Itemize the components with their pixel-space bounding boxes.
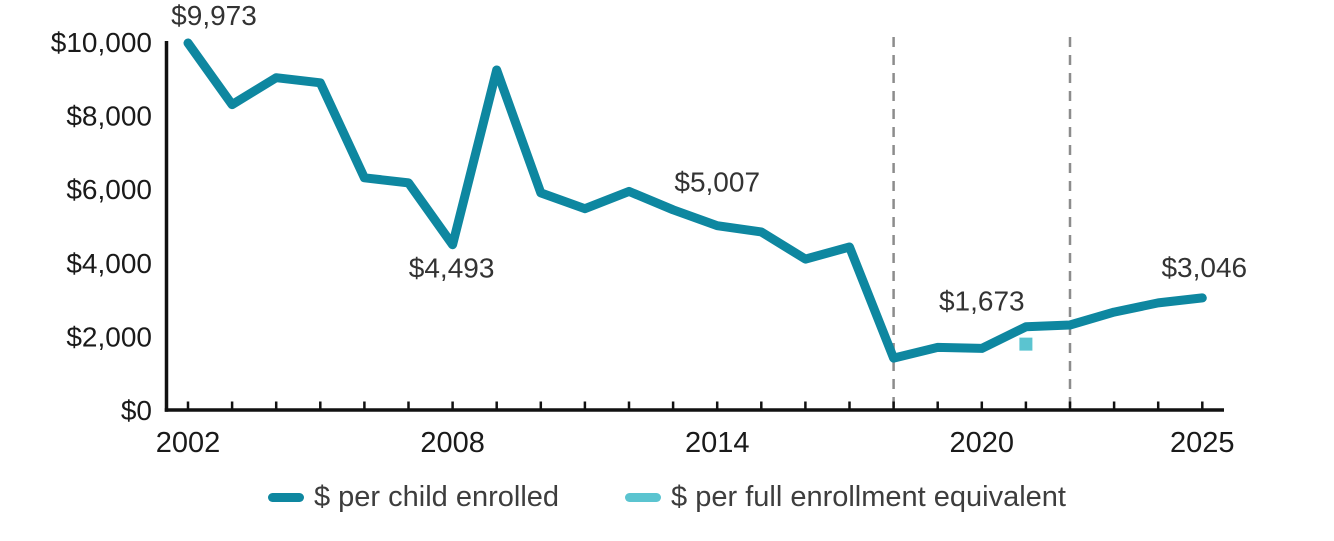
y-tick-label-8000: $8,000 (66, 101, 152, 132)
data-label-2008: $4,493 (409, 253, 495, 284)
y-tick-label-6000: $6,000 (66, 174, 152, 205)
legend-label-per-child-enrolled: $ per child enrolled (313, 481, 560, 513)
chart-canvas: 2002 2008 2014 2020 2025 $0 $2,000 $4,000 $6,000… (51, 0, 1247, 459)
series-line-per-child-enrolled (183, 38, 1207, 363)
data-label-2025: $3,046 (1161, 252, 1247, 283)
marker-full-enrollment-equivalent-2021 (1019, 337, 1033, 351)
x-tick-label-2020: 2020 (950, 427, 1015, 459)
y-tick-label-0: $0 (121, 395, 152, 426)
x-tick-label-2014: 2014 (685, 427, 750, 459)
x-tick-label-2025: 2025 (1170, 427, 1235, 459)
x-tick-label-2008: 2008 (420, 427, 485, 459)
legend-swatch-full-enrollment-equivalent (625, 493, 662, 502)
data-label-2014: $5,007 (674, 167, 760, 198)
data-label-2020: $1,673 (939, 285, 1025, 316)
legend-item-full-enrollment-equivalent: $ per full enrollment equivalent (625, 481, 1066, 514)
legend-label-full-enrollment-equivalent: $ per full enrollment equivalent (671, 481, 1066, 513)
legend: $ per child enrolled $ per full enrollme… (0, 481, 1334, 514)
legend-item-per-child-enrolled: $ per child enrolled (267, 481, 560, 514)
y-tick-label-10000: $10,000 (51, 27, 152, 58)
x-tick-label-2002: 2002 (156, 427, 221, 459)
data-label-2002: $9,973 (171, 0, 257, 31)
legend-swatch-per-child-enrolled (267, 493, 304, 502)
y-tick-label-2000: $2,000 (66, 321, 152, 352)
y-tick-label-4000: $4,000 (66, 248, 152, 279)
